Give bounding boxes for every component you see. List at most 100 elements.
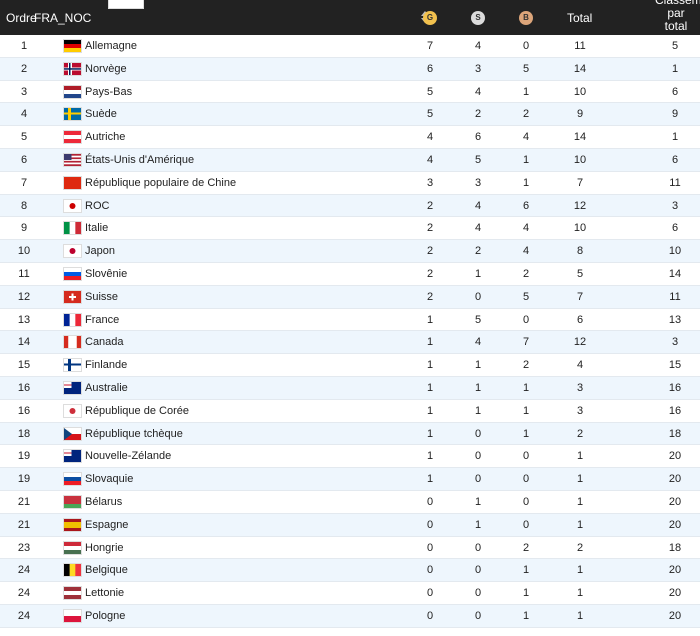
flag [63, 107, 82, 122]
flag [63, 153, 82, 167]
flag [63, 84, 82, 99]
table-cell: 5 [474, 154, 482, 166]
table-cell: 1 [426, 336, 434, 349]
table-cell: 3 [474, 176, 482, 189]
table-row: 16 République de Corée 1 1 1 3 16 [0, 399, 700, 423]
flag [63, 472, 82, 487]
table-cell: 21 [17, 496, 31, 508]
flag [63, 586, 82, 601]
table-cell: 6 [671, 222, 679, 235]
table-row: 21 Bélarus 0 1 0 1 20 [0, 491, 700, 514]
header-cell[interactable]: Ordre [6, 10, 37, 25]
flag [63, 540, 82, 555]
table-cell: 19 [17, 450, 31, 463]
table-cell: 3 [20, 85, 28, 98]
country-name: Espagne [85, 518, 129, 531]
bronze-badge: B [519, 10, 533, 25]
table-cell: 20 [668, 496, 682, 508]
table-cell: 4 [426, 154, 434, 166]
table-cell: 7 [576, 176, 584, 189]
table-cell: 0 [522, 313, 530, 326]
header-cell[interactable]: FRA_NOC [34, 10, 92, 25]
header-cell[interactable]: Total [567, 10, 593, 25]
country-name: Belgique [85, 564, 128, 577]
table-cell: 10 [668, 245, 682, 258]
table-cell: 1 [576, 473, 584, 486]
gold-badge: G [423, 10, 437, 25]
table-cell: 1 [426, 427, 434, 440]
country-name: République populaire de Chine [85, 176, 237, 189]
flag [63, 335, 82, 350]
table-cell: 6 [522, 199, 530, 212]
table-row: 24 Belgique 0 0 1 1 20 [0, 559, 700, 583]
flag [63, 358, 82, 373]
flag [63, 403, 82, 418]
table-cell: 1 [522, 610, 530, 622]
table-cell: 1 [474, 382, 482, 394]
table-cell: 18 [668, 427, 682, 440]
table-cell: 2 [426, 199, 434, 212]
table-cell: 1 [522, 382, 530, 394]
table-cell: 14 [668, 268, 682, 280]
country-name: Pays-Bas [85, 85, 133, 98]
table-cell: 1 [576, 450, 584, 463]
country-name: Pologne [85, 610, 126, 622]
table-cell: 2 [474, 108, 482, 121]
table-row: 18 République tchèque 1 0 1 2 18 [0, 422, 700, 446]
table-cell: 24 [17, 587, 31, 600]
table-cell: 10 [573, 222, 587, 235]
table-cell: 15 [668, 359, 682, 372]
table-cell: 1 [576, 610, 584, 622]
table-cell: 13 [668, 313, 682, 326]
table-cell: 20 [668, 610, 682, 622]
table-row: 10 Japon 2 2 4 8 10 [0, 240, 700, 263]
table-cell: 6 [671, 154, 679, 166]
table-cell: 2 [426, 222, 434, 235]
table-cell: 12 [573, 199, 587, 212]
flag [63, 517, 82, 532]
table-cell: 20 [668, 450, 682, 463]
table-cell: 0 [522, 450, 530, 463]
table-cell: 7 [522, 336, 530, 349]
country-name: Norvège [85, 62, 127, 75]
table-cell: 4 [474, 199, 482, 212]
table-cell: 1 [426, 473, 434, 486]
table-cell: 0 [522, 40, 530, 52]
table-cell: 10 [573, 154, 587, 166]
table-cell: 11 [18, 268, 30, 280]
table-cell: 12 [17, 290, 31, 303]
table-cell: 1 [426, 359, 434, 372]
table-cell: 0 [426, 518, 434, 531]
table-cell: 1 [474, 268, 482, 280]
table-cell: 20 [668, 587, 682, 600]
table-cell: 0 [474, 290, 482, 303]
table-cell: 18 [17, 427, 31, 440]
table-cell: 21 [17, 518, 31, 531]
table-cell: 1 [426, 450, 434, 463]
country-name: Japon [85, 245, 115, 258]
flag [63, 198, 82, 213]
table-cell: 3 [474, 62, 482, 75]
table-row: 2 Norvège 6 3 5 14 1 [0, 57, 700, 81]
table-cell: 5 [671, 40, 679, 52]
table-cell: 2 [20, 62, 28, 75]
table-cell: 6 [576, 313, 584, 326]
table-cell: 4 [20, 108, 28, 121]
table-cell: 20 [668, 473, 682, 486]
table-cell: 2 [576, 427, 584, 440]
table-cell: 1 [522, 564, 530, 577]
header-cell[interactable]: Classement par total [655, 0, 700, 33]
table-cell: 2 [522, 268, 530, 280]
table-cell: 5 [576, 268, 584, 280]
table-cell: 1 [474, 359, 482, 372]
table-cell: 1 [522, 176, 530, 189]
table-row: 15 Finlande 1 1 2 4 15 [0, 354, 700, 377]
country-name: Finlande [85, 359, 128, 372]
table-row: 5 Autriche 4 6 4 14 1 [0, 126, 700, 149]
table-cell: 4 [474, 85, 482, 98]
table-row: 14 Canada 1 4 7 12 3 [0, 331, 700, 355]
table-cell: 0 [474, 541, 482, 554]
table-cell: 9 [20, 222, 28, 235]
country-name: ROC [85, 199, 110, 212]
table-cell: 1 [576, 587, 584, 600]
